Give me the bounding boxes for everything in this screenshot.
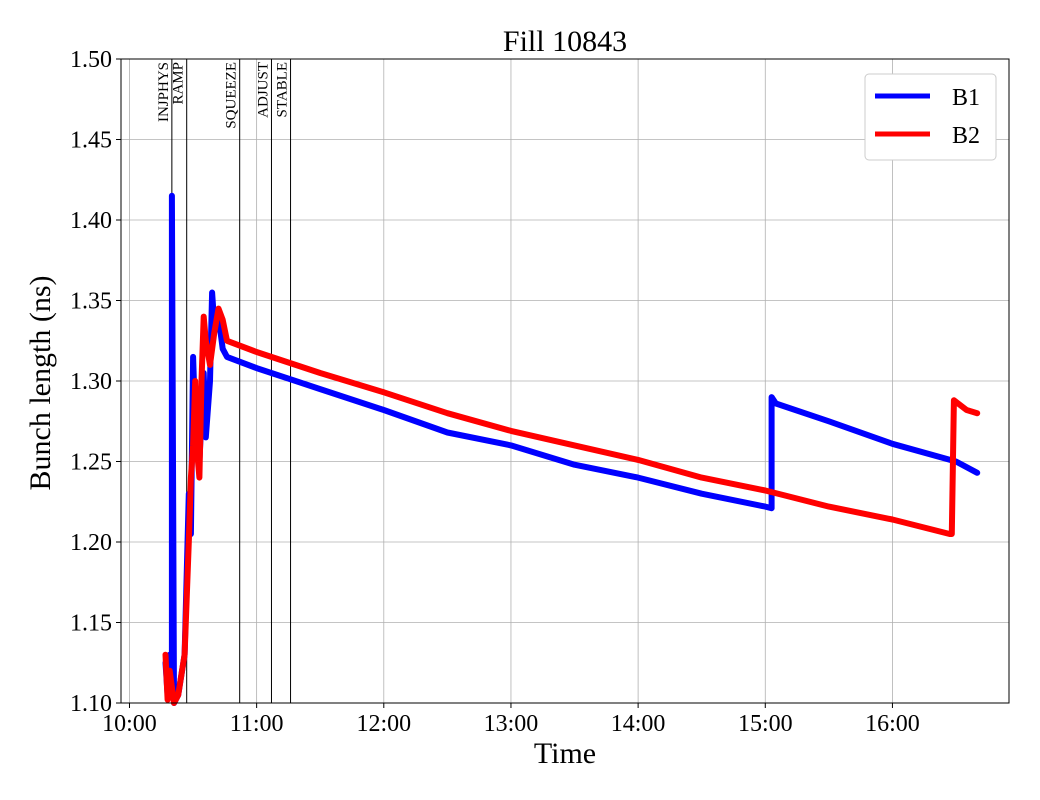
y-tick-label: 1.20: [70, 530, 112, 556]
chart-title: Fill 10843: [503, 25, 627, 58]
y-tick-label: 1.35: [70, 289, 112, 315]
mode-marker-label: ADJUST: [255, 62, 271, 118]
x-tick-label: 16:00: [865, 711, 920, 737]
series-line-b2: [162, 305, 981, 706]
x-axis-ticks: 10:00 11:00 12:00 13:00 14:00 15:00 16:00: [102, 703, 920, 737]
x-tick-label: 10:00: [102, 711, 157, 737]
legend-label: B1: [952, 85, 980, 111]
y-tick-label: 1.10: [70, 691, 112, 717]
x-tick-label: 13:00: [484, 711, 539, 737]
x-tick-label: 11:00: [230, 711, 284, 737]
mode-marker-label: STABLE: [275, 62, 291, 117]
y-tick-label: 1.30: [70, 369, 112, 395]
x-tick-label: 15:00: [738, 711, 793, 737]
mode-marker-label: SQUEEZE: [224, 62, 240, 129]
x-tick-label: 12:00: [356, 711, 411, 737]
y-axis-ticks: 1.10 1.15 1.20 1.25 1.30 1.35 1.40 1.45 1.50: [70, 47, 121, 717]
y-tick-label: 1.40: [70, 208, 112, 234]
series-line-b1: [162, 192, 981, 706]
x-tick-label: 14:00: [611, 711, 666, 737]
y-tick-label: 1.50: [70, 47, 112, 73]
y-tick-label: 1.15: [70, 611, 112, 637]
x-axis-label: Time: [534, 737, 596, 770]
y-tick-label: 1.25: [70, 450, 112, 476]
series-lines: [162, 192, 981, 706]
y-tick-label: 1.45: [70, 128, 112, 154]
grid: [121, 58, 1009, 704]
mode-marker-label: RAMP: [171, 62, 187, 105]
mode-marker-label: INJPHYS: [156, 62, 172, 122]
legend-label: B2: [952, 123, 980, 149]
y-axis-label: Bunch length (ns): [24, 276, 57, 491]
